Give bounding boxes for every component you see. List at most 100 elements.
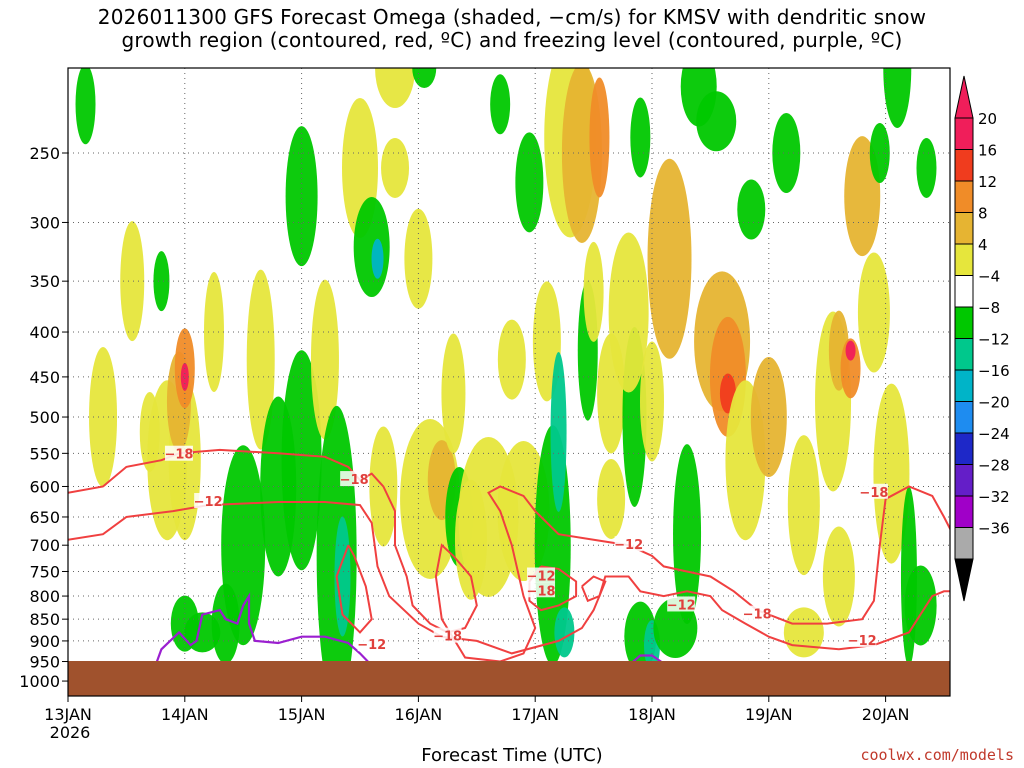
omega-shade-region (696, 91, 737, 152)
x-tick-label: 14JAN (161, 705, 209, 724)
contour-label: −18 (859, 486, 888, 501)
omega-shade-region (869, 122, 890, 183)
x-tick-label: 18JAN (628, 705, 676, 724)
x-tick-label: 19JAN (745, 705, 793, 724)
omega-shade-region (75, 68, 96, 145)
omega-shade-region (737, 179, 766, 240)
colorbar: 20 16 12 8 4 −4 −8 −12 −16 −20 −24 −28 −32 −36 (954, 75, 1010, 602)
y-axis-ticks: 250 300 350 400 450 500 550 600 650 700 750 800 850 9… (19, 144, 68, 691)
temperature-contours: −18−12−18−12−18−12−18−12−12−18−18−12 (68, 445, 950, 682)
omega-shade-region (822, 526, 855, 627)
omega-shade-region (153, 251, 170, 312)
freezing-level-contour (627, 654, 665, 667)
x-tick-label: 15JAN (278, 705, 326, 724)
omega-shade-region (334, 516, 351, 637)
contour-label: −12 (614, 538, 643, 553)
omega-shading (75, 68, 937, 696)
colorbar-tick-label: −4 (978, 268, 1000, 286)
omega-shade-region (883, 68, 912, 128)
omega-shade-region (673, 444, 702, 625)
colorbar-tick-label: −16 (978, 362, 1010, 380)
omega-shade-region (381, 137, 410, 198)
contour-label-bg (527, 582, 556, 598)
colorbar-tick-label: −32 (978, 488, 1010, 506)
omega-shade-region (454, 479, 487, 600)
omega-shade-region (845, 340, 856, 361)
colorbar-segment (954, 464, 974, 497)
contour-label: −18 (164, 448, 193, 463)
omega-shade-region (723, 68, 733, 69)
contour-label-bg (527, 567, 556, 583)
x-tick-label: 13JAN (44, 705, 92, 724)
chart-title-line2: growth region (contoured, red, ºC) and f… (121, 28, 903, 52)
colorbar-segment (954, 527, 974, 560)
omega-shade-region (597, 458, 626, 539)
colorbar-segment (954, 149, 974, 182)
omega-shade-region (904, 565, 937, 646)
colorbar-segment (954, 495, 974, 528)
contour-label-bg (357, 636, 386, 652)
omega-shade-region (554, 607, 575, 658)
colorbar-segment (954, 306, 974, 339)
colorbar-tick-label: −24 (978, 425, 1010, 443)
colorbar-tick-label: −28 (978, 457, 1010, 475)
contour-label-bg (859, 483, 888, 499)
plot-frame (67, 67, 951, 697)
colorbar-segment (954, 275, 974, 308)
contour-label: −18 (743, 608, 772, 623)
colorbar-segment (954, 243, 974, 276)
omega-shade-region (310, 279, 339, 440)
omega-shade-region (647, 158, 692, 359)
y-tick-label: 600 (29, 477, 60, 496)
colorbar-tick-label: 16 (978, 142, 997, 160)
x-tick-label: 20JAN (862, 705, 910, 724)
temperature-contour-line (580, 575, 607, 603)
contour-label: −18 (433, 630, 462, 645)
contour-label-bg (194, 493, 223, 509)
y-tick-label: 650 (29, 508, 60, 527)
colorbar-segment (954, 369, 974, 402)
contour-label: −12 (848, 634, 877, 649)
colorbar-tick-label: −20 (978, 394, 1010, 412)
omega-shade-region (640, 341, 664, 462)
omega-shade-region (783, 607, 824, 658)
contour-label: −18 (527, 584, 556, 599)
y-tick-label: 550 (29, 444, 60, 463)
omega-shade-region (772, 112, 801, 193)
colorbar-segment (954, 338, 974, 371)
omega-shade-region (653, 598, 698, 659)
omega-shade-region (371, 238, 384, 279)
x-year-label: 2026 (50, 723, 91, 742)
contour-label-bg (433, 627, 462, 643)
omega-shade-region (630, 97, 651, 178)
x-axis-ticks: 13JAN 14JAN 15JAN 16JAN 17JAN 18JAN 19JAN 20JAN… (44, 696, 909, 742)
site-credit[interactable]: coolwx.com/models (860, 746, 1014, 764)
omega-shade-region (412, 68, 437, 88)
omega-shade-region (857, 252, 890, 373)
y-tick-label: 500 (29, 408, 60, 427)
omega-shade-region (550, 351, 567, 512)
contour-label-bg (743, 605, 772, 621)
colorbar-tick-label: 8 (978, 205, 988, 223)
omega-shade-region (490, 74, 511, 135)
omega-shade-region (353, 197, 390, 298)
x-axis-label: Forecast Time (UTC) (421, 745, 603, 766)
y-tick-label: 750 (29, 562, 60, 581)
contour-label-bg (164, 445, 193, 461)
contour-label: −12 (357, 638, 386, 653)
colorbar-tick-label: 12 (978, 173, 997, 191)
y-tick-label: 900 (29, 632, 60, 651)
chart-title: 2026011300 GFS Forecast Omega (shaded, −… (0, 6, 1024, 52)
colorbar-segment (954, 432, 974, 465)
ground-block (68, 661, 950, 696)
colorbar-bottom-arrow (954, 558, 974, 602)
colorbar-top-arrow (954, 75, 974, 119)
colorbar-segment (954, 180, 974, 213)
colorbar-tick-label: 20 (978, 110, 997, 128)
y-tick-label: 350 (29, 272, 60, 291)
omega-shade-region (281, 350, 322, 571)
omega-shade-region (120, 221, 145, 342)
y-tick-label: 850 (29, 610, 60, 629)
omega-shade-region (246, 269, 275, 450)
